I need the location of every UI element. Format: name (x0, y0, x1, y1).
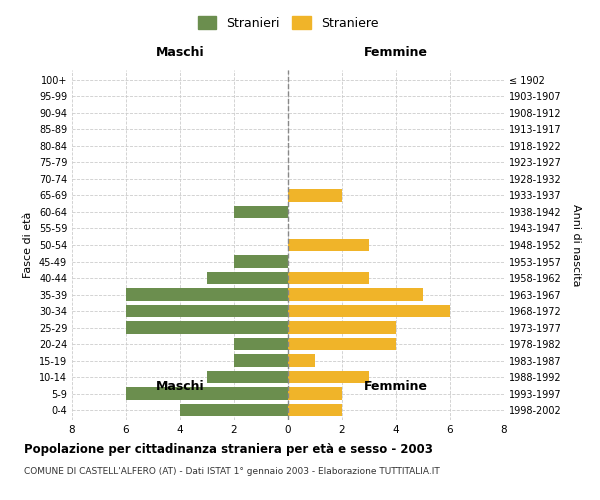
Bar (288, 305, 450, 317)
Bar (126, 288, 288, 300)
Bar (234, 338, 288, 350)
Bar (288, 272, 369, 284)
Legend: Stranieri, Straniere: Stranieri, Straniere (193, 11, 383, 35)
Bar (288, 354, 315, 367)
Bar (288, 288, 423, 300)
Bar (234, 354, 288, 367)
Bar (126, 322, 288, 334)
Bar (207, 272, 288, 284)
Text: Femmine: Femmine (364, 46, 428, 60)
Text: Popolazione per cittadinanza straniera per età e sesso - 2003: Popolazione per cittadinanza straniera p… (24, 442, 433, 456)
Bar (234, 256, 288, 268)
Bar (126, 305, 288, 317)
Bar (288, 322, 396, 334)
Bar (207, 371, 288, 384)
Bar (234, 206, 288, 218)
Text: Femmine: Femmine (364, 380, 428, 393)
Bar (288, 388, 342, 400)
Text: Maschi: Maschi (155, 380, 205, 393)
Y-axis label: Fasce di età: Fasce di età (23, 212, 33, 278)
Bar (288, 190, 342, 202)
Bar (288, 404, 342, 416)
Bar (288, 338, 396, 350)
Bar (180, 404, 288, 416)
Bar (288, 371, 369, 384)
Text: COMUNE DI CASTELL'ALFERO (AT) - Dati ISTAT 1° gennaio 2003 - Elaborazione TUTTIT: COMUNE DI CASTELL'ALFERO (AT) - Dati IST… (24, 468, 440, 476)
Text: Maschi: Maschi (155, 46, 205, 60)
Y-axis label: Anni di nascita: Anni di nascita (571, 204, 581, 286)
Bar (126, 388, 288, 400)
Bar (288, 239, 369, 251)
